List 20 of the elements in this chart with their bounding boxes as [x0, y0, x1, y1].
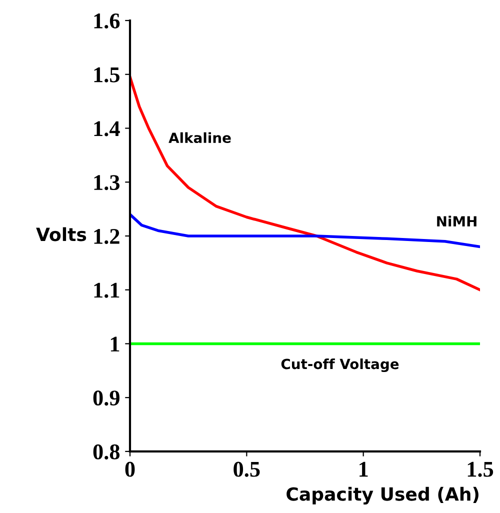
series-label: NiMH [437, 216, 476, 226]
y-tick-label: 1.6 [94, 14, 120, 29]
line-series [130, 76, 480, 292]
y-tick-label: 0.9 [93, 390, 120, 406]
y-tick-label: 1.5 [94, 67, 120, 82]
series-label: Alkaline [168, 132, 231, 144]
x-tick-label: 1.5 [468, 462, 494, 477]
y-tick-label: 1.3 [94, 175, 120, 190]
ref-line-label: Cut-off Voltage [281, 358, 399, 372]
x-axis-title: Capacity Used (Ah) [286, 486, 478, 504]
y-tick-label: 1 [110, 336, 120, 352]
x-tick-label: 0.5 [234, 462, 260, 477]
x-tick-label: 1 [360, 462, 368, 477]
line-series [130, 213, 480, 248]
y-tick-label: 1.4 [94, 121, 120, 136]
x-tick-label: 0 [125, 462, 135, 477]
y-tick-label: 1.2 [94, 228, 120, 244]
y-axis-title: Volts [36, 227, 86, 242]
y-tick-label: 0.8 [93, 444, 120, 460]
y-tick-label: 1.1 [94, 282, 120, 298]
